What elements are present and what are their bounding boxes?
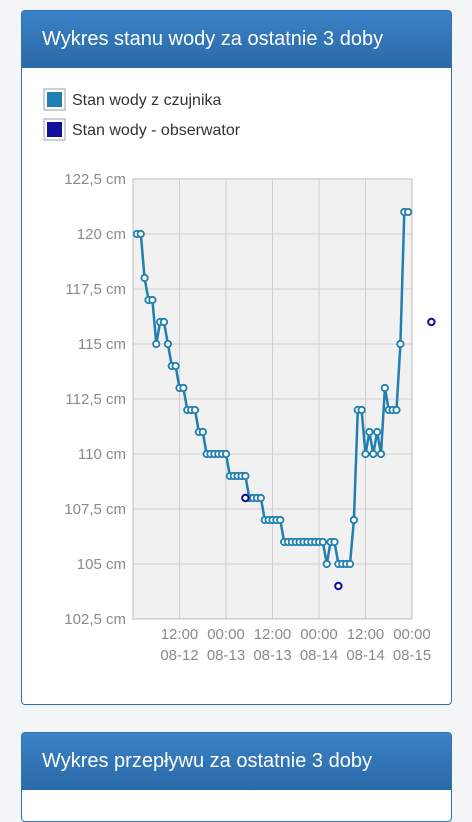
x-tick-date-label: 08-14 <box>300 647 338 664</box>
sensor-point <box>148 295 157 305</box>
sensor-point <box>380 383 389 393</box>
sensor-point <box>322 559 331 569</box>
legend-label: Stan wody z czujnika <box>72 92 222 109</box>
sensor-point <box>140 273 149 283</box>
sensor-point <box>276 515 285 525</box>
y-tick-label: 120 cm <box>77 226 126 243</box>
water-level-card: Wykres stanu wody za ostatnie 3 doby Sta… <box>21 10 452 705</box>
y-tick-label: 122,5 cm <box>64 171 126 188</box>
observer-point <box>427 317 436 327</box>
sensor-point <box>171 361 180 371</box>
sensor-point <box>365 427 374 437</box>
x-tick-time-label: 00:00 <box>393 626 431 643</box>
sensor-point <box>361 449 370 459</box>
y-tick-label: 112,5 cm <box>65 391 126 408</box>
sensor-point <box>373 427 382 437</box>
sensor-point <box>136 229 145 239</box>
x-tick-date-label: 08-15 <box>393 647 431 664</box>
y-tick-label: 115 cm <box>78 336 126 353</box>
y-tick-label: 117,5 cm <box>65 281 126 298</box>
sensor-point <box>163 339 172 349</box>
sensor-point <box>179 383 188 393</box>
legend-swatch <box>47 92 62 107</box>
sensor-point <box>221 449 231 459</box>
sensor-point <box>330 537 339 547</box>
y-tick-label: 107,5 cm <box>64 501 126 518</box>
sensor-point <box>396 339 405 349</box>
sensor-point <box>376 449 386 459</box>
x-tick-time-label: 12:00 <box>161 626 199 643</box>
sensor-point <box>404 207 413 217</box>
flow-card: Wykres przepływu za ostatnie 3 doby <box>21 732 452 822</box>
x-tick-date-label: 08-13 <box>253 647 291 664</box>
sensor-point <box>318 537 327 547</box>
legend-swatch <box>47 122 62 137</box>
water-level-card-title: Wykres stanu wody za ostatnie 3 doby <box>22 11 451 68</box>
sensor-point <box>256 493 265 503</box>
flow-card-title: Wykres przepływu za ostatnie 3 doby <box>22 733 451 790</box>
x-tick-date-label: 08-13 <box>207 647 245 664</box>
sensor-point <box>369 449 378 459</box>
sensor-point <box>241 471 250 481</box>
legend-label: Stan wody - obserwator <box>72 122 241 139</box>
x-tick-date-label: 08-12 <box>160 647 198 664</box>
x-tick-time-label: 00:00 <box>300 626 338 643</box>
sensor-point <box>345 559 355 569</box>
sensor-point <box>357 405 366 415</box>
x-tick-date-label: 08-14 <box>346 647 384 664</box>
y-tick-label: 110 cm <box>78 446 126 463</box>
x-tick-time-label: 00:00 <box>207 626 245 643</box>
sensor-point <box>198 427 207 437</box>
sensor-point <box>159 317 169 327</box>
sensor-point <box>152 339 161 349</box>
observer-point <box>241 493 250 503</box>
plot-frame <box>132 178 413 620</box>
y-tick-label: 105 cm <box>77 556 126 573</box>
observer-point <box>334 581 343 591</box>
water-level-chart: Stan wody z czujnika Stan wody - obserwat… <box>43 88 436 664</box>
sensor-point <box>392 405 401 415</box>
x-tick-time-label: 12:00 <box>254 626 292 643</box>
water-level-card-body: Stan wody z czujnika Stan wody - obserwat… <box>22 68 451 704</box>
sensor-point <box>349 515 358 525</box>
x-tick-time-label: 12:00 <box>347 626 385 643</box>
sensor-point <box>190 405 200 415</box>
y-tick-label: 102,5 cm <box>64 611 126 628</box>
